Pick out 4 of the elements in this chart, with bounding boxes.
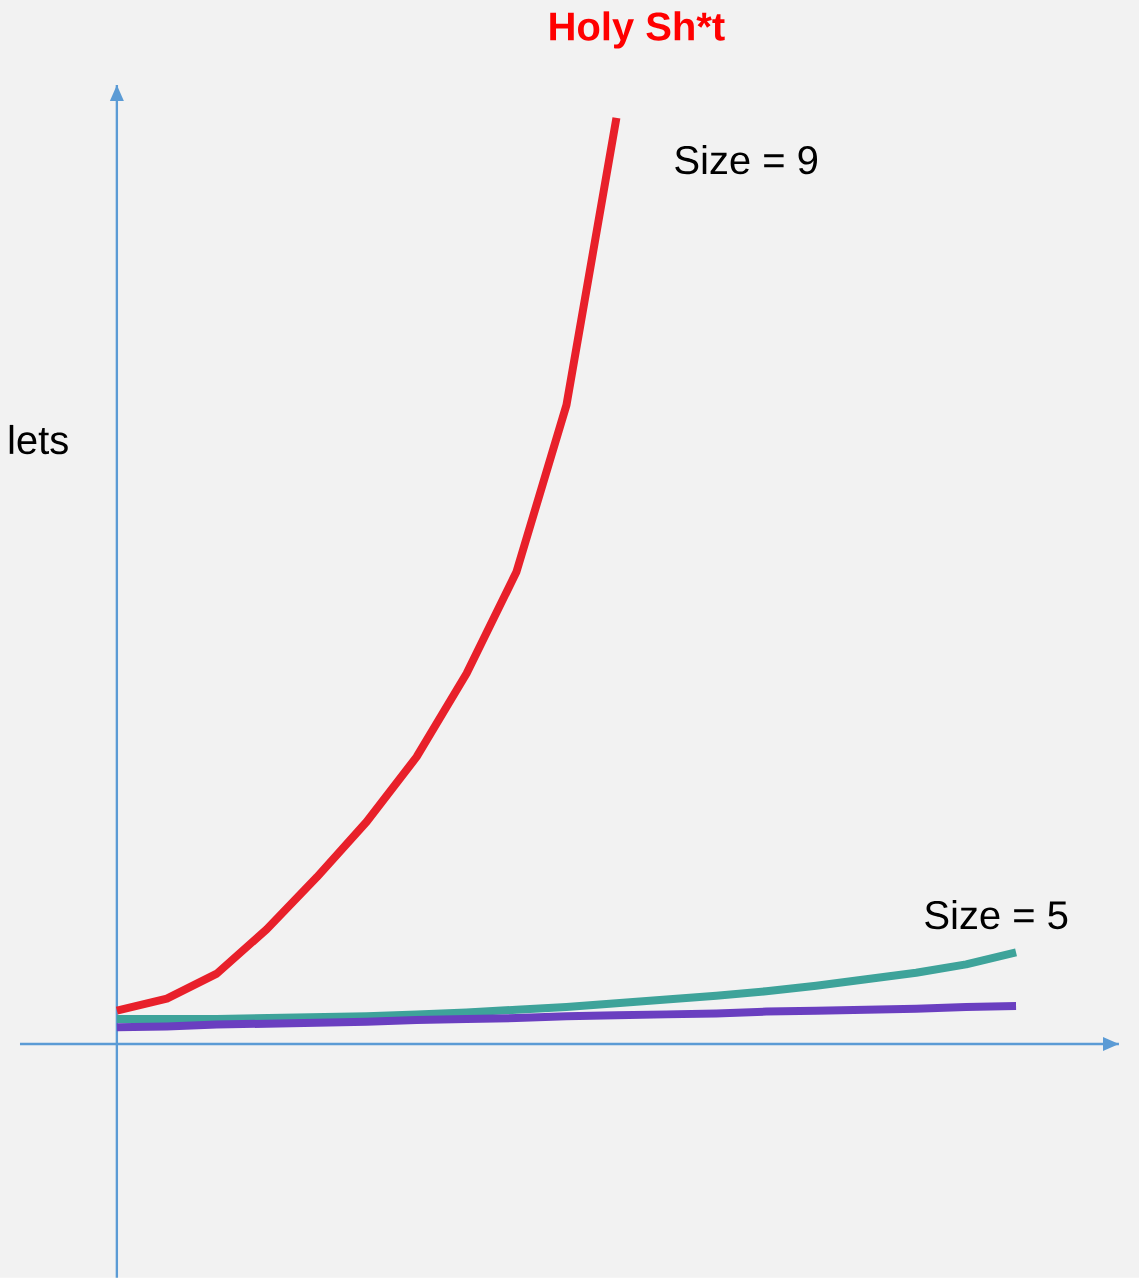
series-label: Size = 9	[675, 144, 818, 175]
series-label: Size = 5	[925, 899, 1068, 930]
chart-title: Holy Sh*t	[550, 11, 725, 49]
y-axis-title: lets	[9, 424, 68, 455]
